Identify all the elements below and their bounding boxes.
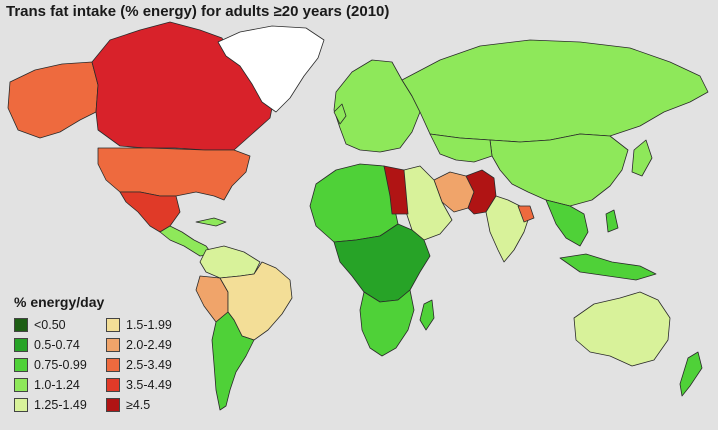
legend-item: 1.25-1.49 bbox=[14, 396, 106, 413]
legend-swatch bbox=[106, 357, 120, 372]
region-indonesia bbox=[559, 253, 657, 281]
region-europe bbox=[333, 59, 421, 153]
legend-label: 2.5-3.49 bbox=[126, 357, 172, 372]
region-north-africa bbox=[309, 163, 399, 243]
legend-label: ≥4.5 bbox=[126, 397, 151, 412]
region-argentina-chile bbox=[211, 311, 255, 411]
legend-label: 3.5-4.49 bbox=[126, 377, 172, 392]
legend-swatch bbox=[14, 317, 28, 332]
legend-item: 0.75-0.99 bbox=[14, 356, 106, 373]
map-legend: % energy/day <0.50 1.5-1.99 0.5-0.74 2.0… bbox=[14, 294, 204, 413]
region-philippines bbox=[605, 209, 619, 233]
map-title: Trans fat intake (% energy) for adults ≥… bbox=[6, 3, 390, 20]
region-south-america-north bbox=[199, 245, 261, 279]
legend-swatch bbox=[106, 317, 120, 332]
legend-label: 1.5-1.99 bbox=[126, 317, 172, 332]
legend-item: 2.5-3.49 bbox=[106, 356, 198, 373]
legend-item: 1.5-1.99 bbox=[106, 316, 198, 333]
region-central-africa bbox=[333, 223, 431, 303]
region-bangladesh bbox=[517, 205, 535, 223]
legend-label: 0.5-0.74 bbox=[34, 337, 80, 352]
region-southern-africa bbox=[359, 289, 415, 357]
legend-swatch bbox=[14, 337, 28, 352]
legend-item: <0.50 bbox=[14, 316, 106, 333]
legend-title: % energy/day bbox=[14, 294, 105, 310]
region-australia bbox=[573, 291, 671, 367]
region-caribbean bbox=[195, 217, 227, 227]
region-japan bbox=[631, 139, 653, 177]
region-madagascar bbox=[419, 299, 435, 331]
region-china bbox=[489, 133, 629, 207]
legend-item: ≥4.5 bbox=[106, 396, 198, 413]
region-usa bbox=[97, 147, 251, 201]
legend-item: 3.5-4.49 bbox=[106, 376, 198, 393]
legend-item: 1.0-1.24 bbox=[14, 376, 106, 393]
legend-swatch bbox=[106, 377, 120, 392]
region-uk bbox=[333, 103, 347, 125]
region-alaska bbox=[7, 61, 99, 139]
region-southeast-asia bbox=[545, 199, 589, 247]
legend-swatch bbox=[106, 397, 120, 412]
region-new-zealand bbox=[679, 351, 703, 397]
legend-grid: <0.50 1.5-1.99 0.5-0.74 2.0-2.49 0.75-0.… bbox=[14, 316, 204, 413]
region-central-asia bbox=[429, 133, 493, 163]
legend-item: 2.0-2.49 bbox=[106, 336, 198, 353]
legend-swatch bbox=[14, 377, 28, 392]
legend-label: 0.75-0.99 bbox=[34, 357, 87, 372]
region-egypt bbox=[383, 165, 409, 215]
region-mexico bbox=[119, 191, 181, 233]
legend-swatch bbox=[14, 357, 28, 372]
legend-label: 2.0-2.49 bbox=[126, 337, 172, 352]
region-greenland bbox=[217, 25, 325, 113]
legend-swatch bbox=[14, 397, 28, 412]
legend-label: 1.25-1.49 bbox=[34, 397, 87, 412]
region-india bbox=[485, 195, 531, 263]
region-russia-asia bbox=[401, 39, 709, 143]
region-central-america bbox=[159, 225, 213, 257]
legend-item: 0.5-0.74 bbox=[14, 336, 106, 353]
legend-swatch bbox=[106, 337, 120, 352]
legend-label: <0.50 bbox=[34, 317, 66, 332]
legend-label: 1.0-1.24 bbox=[34, 377, 80, 392]
